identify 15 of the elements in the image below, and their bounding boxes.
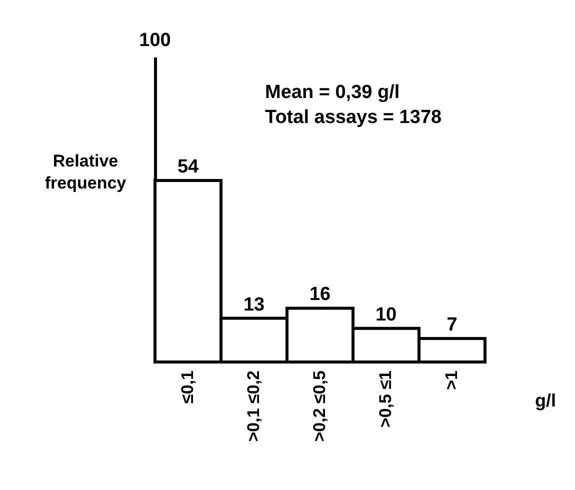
x-tick-label: >1 (442, 370, 461, 390)
data-label: 54 (177, 156, 199, 178)
data-label: 7 (446, 314, 458, 336)
data-label: 13 (243, 294, 265, 316)
data-label: 10 (375, 304, 397, 326)
data-label: 16 (309, 284, 331, 306)
text: 100 (139, 30, 171, 51)
y-axis-title: Relative frequency (44, 151, 127, 192)
text: Total assays = 1378 (265, 107, 442, 128)
x-axis-title: g/l (535, 390, 556, 410)
x-tick-label: ≤0,1 (178, 370, 197, 404)
x-tick-label: >0,5 ≤1 (376, 370, 395, 428)
x-tick-label: >0,1 ≤0,2 (244, 370, 263, 442)
text: Mean = 0,39 g/l (265, 82, 400, 103)
x-tick-label: >0,2 ≤0,5 (310, 370, 329, 442)
